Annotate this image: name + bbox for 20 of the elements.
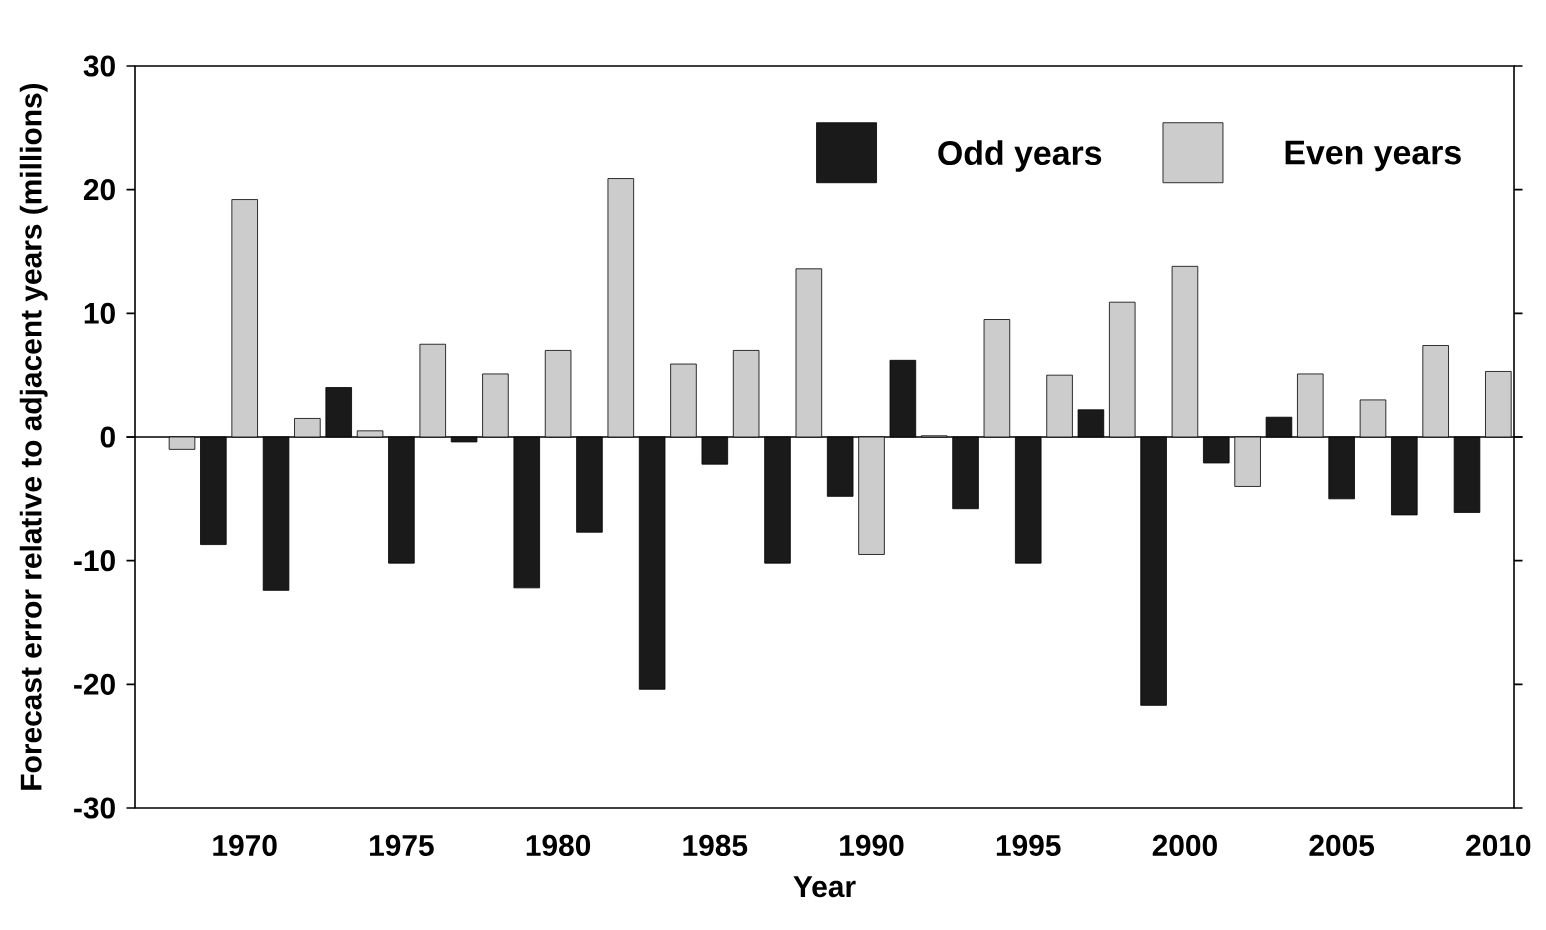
y-tick-label: -20 <box>74 673 115 695</box>
y-tick-label: -10 <box>74 550 115 572</box>
x-tick-label: 1985 <box>683 834 748 857</box>
x-tick-label: 1980 <box>526 834 591 857</box>
y-tick-label: 10 <box>84 302 115 324</box>
y-axis-title: Forecast error relative to adjacent years (millions) <box>19 83 48 790</box>
x-tick-label: 2005 <box>1309 834 1375 857</box>
x-tick-label: 2010 <box>1466 834 1531 857</box>
y-tick-label: -30 <box>74 797 115 819</box>
y-tick-label: 20 <box>83 179 115 201</box>
y-tick-label: 30 <box>83 55 115 77</box>
x-tick-label: 1970 <box>213 834 277 857</box>
y-tick-label: 0 <box>100 426 115 448</box>
x-tick-label: 1995 <box>996 834 1061 857</box>
x-axis-title: Year <box>793 876 856 898</box>
x-tick-label: 1975 <box>370 834 434 857</box>
x-tick-label: 1990 <box>840 834 904 857</box>
legend-label: Odd years <box>938 140 1102 172</box>
x-tick-label: 2000 <box>1152 834 1217 857</box>
legend-label: Even years <box>1285 140 1461 172</box>
